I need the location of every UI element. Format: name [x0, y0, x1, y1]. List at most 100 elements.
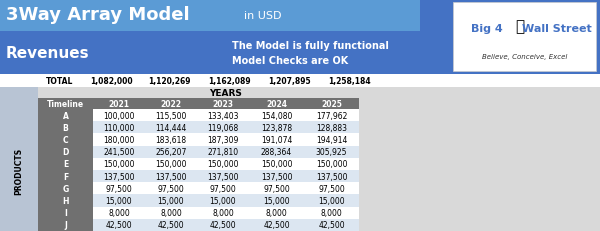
Text: 137,500: 137,500	[207, 172, 239, 181]
Bar	[38, 219, 359, 231]
Bar	[38, 195, 93, 207]
Text: 133,403: 133,403	[207, 111, 239, 120]
Bar	[38, 146, 359, 158]
Text: 194,914: 194,914	[316, 135, 347, 144]
Text: PRODUCTS: PRODUCTS	[14, 147, 23, 194]
Bar	[38, 182, 93, 195]
Bar	[453, 3, 596, 72]
Text: 🦅: 🦅	[515, 20, 525, 34]
Text: YEARS: YEARS	[209, 89, 242, 97]
Text: Revenues: Revenues	[6, 46, 89, 61]
Text: 123,878: 123,878	[261, 123, 292, 132]
Text: 150,000: 150,000	[155, 160, 187, 169]
Bar	[38, 134, 359, 146]
Text: 97,500: 97,500	[318, 184, 345, 193]
Text: 42,500: 42,500	[106, 220, 133, 229]
Text: 15,000: 15,000	[209, 196, 236, 205]
Bar	[38, 207, 93, 219]
Text: 8,000: 8,000	[212, 208, 234, 217]
Text: 288,364: 288,364	[261, 148, 292, 157]
Text: 8,000: 8,000	[320, 208, 343, 217]
Text: 2022: 2022	[161, 100, 182, 109]
Text: 1,258,184: 1,258,184	[328, 77, 371, 86]
Text: 97,500: 97,500	[263, 184, 290, 193]
Text: 137,500: 137,500	[316, 172, 347, 181]
Text: 2023: 2023	[212, 100, 233, 109]
Bar	[38, 146, 93, 158]
Text: 97,500: 97,500	[158, 184, 184, 193]
Bar	[38, 122, 359, 134]
Text: 119,068: 119,068	[208, 123, 239, 132]
Text: 15,000: 15,000	[263, 196, 290, 205]
Text: 42,500: 42,500	[209, 220, 236, 229]
Text: 97,500: 97,500	[209, 184, 236, 193]
Bar	[38, 219, 93, 231]
Text: 42,500: 42,500	[263, 220, 290, 229]
Text: C: C	[62, 135, 68, 144]
Text: Timeline: Timeline	[47, 100, 84, 109]
Text: 8,000: 8,000	[108, 208, 130, 217]
Text: 137,500: 137,500	[261, 172, 292, 181]
Text: 1,162,089: 1,162,089	[208, 77, 251, 86]
Text: 150,000: 150,000	[261, 160, 292, 169]
Bar	[38, 195, 359, 207]
Text: 183,618: 183,618	[155, 135, 187, 144]
Text: 15,000: 15,000	[158, 196, 184, 205]
Text: 1,207,895: 1,207,895	[268, 77, 311, 86]
Text: 187,309: 187,309	[208, 135, 239, 144]
Text: TOTAL: TOTAL	[46, 77, 73, 86]
Text: F: F	[63, 172, 68, 181]
Text: 1,082,000: 1,082,000	[90, 77, 133, 86]
Text: 110,000: 110,000	[103, 123, 134, 132]
Text: The Model is fully functional: The Model is fully functional	[232, 41, 389, 51]
Bar	[38, 134, 93, 146]
Text: 150,000: 150,000	[103, 160, 135, 169]
Bar	[0, 88, 600, 231]
Text: 128,883: 128,883	[316, 123, 347, 132]
Bar	[38, 88, 359, 99]
Text: B: B	[62, 123, 68, 132]
Text: 97,500: 97,500	[106, 184, 133, 193]
Text: Believe, Conceive, Excel: Believe, Conceive, Excel	[482, 54, 567, 60]
Text: 150,000: 150,000	[207, 160, 239, 169]
Text: 191,074: 191,074	[261, 135, 292, 144]
Bar	[38, 207, 359, 219]
Bar	[0, 32, 450, 75]
Text: 115,500: 115,500	[155, 111, 187, 120]
Text: Model Checks are OK: Model Checks are OK	[232, 56, 348, 66]
Bar	[38, 182, 359, 195]
Text: 2024: 2024	[266, 100, 287, 109]
Text: 8,000: 8,000	[160, 208, 182, 217]
Text: 15,000: 15,000	[318, 196, 345, 205]
Bar	[38, 158, 359, 170]
Bar	[38, 109, 359, 122]
Text: 42,500: 42,500	[318, 220, 345, 229]
Text: 3Way Array Model: 3Way Array Model	[6, 6, 190, 24]
Text: 241,500: 241,500	[103, 148, 134, 157]
Text: 137,500: 137,500	[155, 172, 187, 181]
Bar	[359, 88, 600, 231]
Bar	[38, 109, 93, 122]
Bar	[38, 158, 93, 170]
Text: J: J	[64, 220, 67, 229]
Text: in USD: in USD	[244, 11, 281, 21]
Text: 150,000: 150,000	[316, 160, 347, 169]
Text: 305,925: 305,925	[316, 148, 347, 157]
Text: 100,000: 100,000	[103, 111, 135, 120]
Bar	[38, 122, 93, 134]
Text: 42,500: 42,500	[158, 220, 184, 229]
Bar	[0, 75, 600, 88]
Text: 1,120,269: 1,120,269	[148, 77, 191, 86]
Text: Wall Street: Wall Street	[522, 24, 592, 34]
Text: 8,000: 8,000	[266, 208, 287, 217]
Text: 2021: 2021	[109, 100, 130, 109]
Bar	[0, 88, 38, 109]
Bar	[0, 0, 420, 32]
Text: 177,962: 177,962	[316, 111, 347, 120]
Text: 2025: 2025	[321, 100, 342, 109]
Text: 137,500: 137,500	[103, 172, 135, 181]
Bar	[0, 0, 600, 75]
Text: A: A	[62, 111, 68, 120]
Text: 15,000: 15,000	[106, 196, 133, 205]
Text: 180,000: 180,000	[103, 135, 134, 144]
